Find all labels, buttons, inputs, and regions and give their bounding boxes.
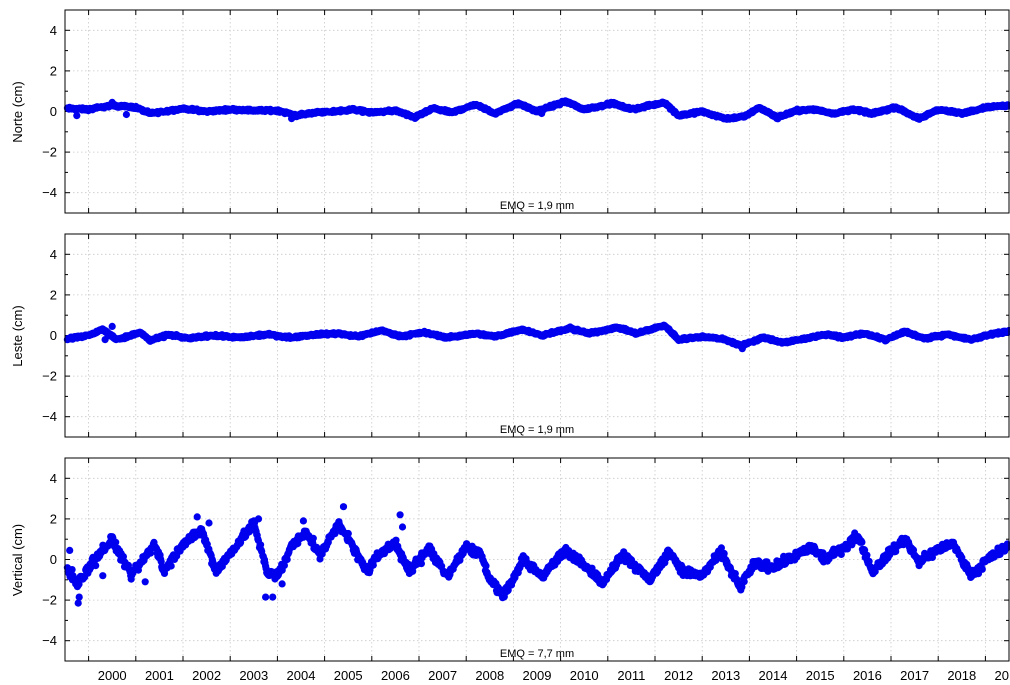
- data-point: [101, 336, 109, 344]
- y-tick-label: −4: [42, 409, 57, 424]
- y-tick-label: 0: [50, 104, 57, 119]
- y-tick-label: 2: [50, 63, 57, 78]
- y-tick-label: −4: [42, 633, 57, 648]
- y-tick-label: 4: [50, 23, 57, 38]
- y-tick-label: −2: [42, 593, 57, 608]
- data-point: [309, 534, 317, 542]
- y-tick-label: 0: [50, 552, 57, 567]
- data-point: [482, 562, 490, 570]
- data-point: [167, 562, 175, 570]
- data-point: [108, 98, 116, 106]
- data-point: [108, 322, 116, 330]
- y-tick-label: −4: [42, 185, 57, 200]
- data-point: [738, 345, 746, 353]
- y-tick-label: 0: [50, 328, 57, 343]
- data-point: [73, 112, 81, 120]
- y-tick-label: 2: [50, 511, 57, 526]
- norte-panel: −4 −2 0 2 4: [42, 9, 1010, 214]
- y-tick-label: 4: [50, 247, 57, 262]
- data-point: [858, 538, 866, 546]
- y-tick-label: 2: [50, 287, 57, 302]
- leste-panel: −4 −2 0 2 4: [42, 233, 1010, 438]
- y-tick-label: −2: [42, 145, 57, 160]
- data-point: [538, 109, 546, 118]
- y-tick-label: 4: [50, 471, 57, 486]
- data-point: [288, 115, 296, 123]
- data-point: [122, 110, 130, 119]
- y-tick-label: −2: [42, 369, 57, 384]
